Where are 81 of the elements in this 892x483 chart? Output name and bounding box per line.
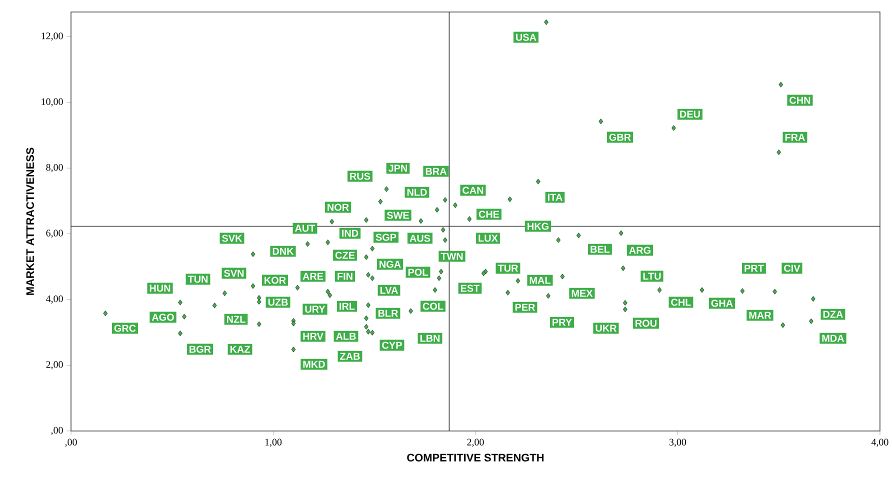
x-tick-label: 4,00 [871, 438, 888, 447]
y-tick-label: 12,00 [42, 32, 63, 41]
y-axis-title: MARKET ATTRACTIVENESS [26, 148, 34, 295]
annotation: BRA [426, 168, 447, 175]
x-tick-label: 3,00 [669, 438, 686, 447]
annotation: SWE [386, 212, 409, 219]
annotation: USA [516, 34, 536, 41]
annotation: SVN [224, 270, 244, 277]
annotation: RUS [350, 172, 370, 180]
annotation: PRY [552, 318, 572, 326]
annotation: BGR [190, 346, 211, 353]
annotation: GBR [609, 134, 631, 141]
y-tick-label: 10,00 [42, 98, 63, 106]
annotation: CYP [382, 342, 402, 349]
annotation: GRC [114, 324, 136, 332]
annotation: DNK [272, 248, 294, 255]
annotation: POL [408, 268, 428, 276]
annotation: PER [515, 304, 536, 311]
annotation: DEU [680, 110, 700, 118]
annotation: AGO [152, 314, 174, 321]
annotation: NOR [328, 204, 349, 211]
annotation: ALB [336, 332, 356, 340]
annotation: ROU [636, 320, 656, 327]
annotation: MAR [749, 312, 772, 319]
annotation: URY [305, 306, 326, 313]
annotation: CIV [784, 264, 800, 272]
annotation: KAZ [230, 346, 250, 353]
annotation: MAL [530, 276, 550, 284]
annotation: CHL [671, 298, 691, 306]
annotation: CHE [478, 210, 500, 218]
x-tick-label: 1,00 [265, 438, 282, 447]
annotation: BLR [378, 310, 398, 317]
annotation: CZE [335, 252, 355, 259]
annotation: AUT [295, 224, 316, 232]
annotation: HUN [150, 284, 170, 292]
annotation: IND [342, 230, 358, 237]
annotation: TUN [188, 276, 208, 283]
x-axis-title: COMPETITIVE STRENGTH [407, 454, 544, 462]
annotation: TUR [498, 264, 518, 272]
annotation: COL [422, 302, 444, 310]
annotation: PRT [744, 264, 764, 272]
y-tick-label: ,00 [51, 426, 63, 436]
annotation: HKG [528, 222, 548, 230]
annotation: IRL [340, 302, 355, 310]
annotation: MKD [303, 360, 325, 368]
annotation: SVK [222, 234, 242, 242]
annotation: FIN [338, 272, 352, 280]
annotation: NGA [380, 260, 401, 268]
annotation: LTU [643, 272, 661, 280]
annotation: MEX [572, 290, 593, 297]
annotation: ARG [629, 246, 650, 254]
y-tick-label: 2,00 [46, 361, 63, 370]
annotation: GHA [711, 300, 733, 307]
annotation: LUX [478, 234, 498, 242]
annotation: ARE [302, 272, 324, 280]
y-tick-label: 8,00 [46, 164, 63, 172]
annotation: DZA [823, 310, 843, 318]
annotation: UZB [268, 298, 288, 306]
x-tick-label: ,00 [65, 438, 77, 447]
annotation: BEL [590, 246, 610, 253]
y-tick-label: 4,00 [46, 295, 63, 304]
annotation: LVA [380, 286, 398, 294]
annotation: CHN [790, 96, 810, 104]
annotation: KOR [264, 276, 286, 284]
annotation: FRA [785, 134, 805, 141]
annotation: HRV [303, 332, 324, 340]
annotation: EST [460, 284, 480, 292]
annotation: NZL [226, 316, 246, 323]
annotation: SGP [376, 234, 396, 241]
annotation: ZAB [340, 352, 360, 360]
annotation: AUS [410, 234, 430, 242]
annotation: TWN [440, 252, 463, 260]
y-tick-label: 6,00 [46, 230, 63, 238]
x-tick-label: 2,00 [467, 438, 484, 447]
annotation: NLD [407, 188, 427, 196]
annotation: ITA [548, 194, 562, 201]
annotation: CAN [462, 186, 484, 194]
annotation: JPN [388, 164, 408, 172]
annotation: MDA [822, 334, 844, 342]
annotation: LBN [420, 334, 440, 342]
annotation: UKR [596, 324, 617, 332]
